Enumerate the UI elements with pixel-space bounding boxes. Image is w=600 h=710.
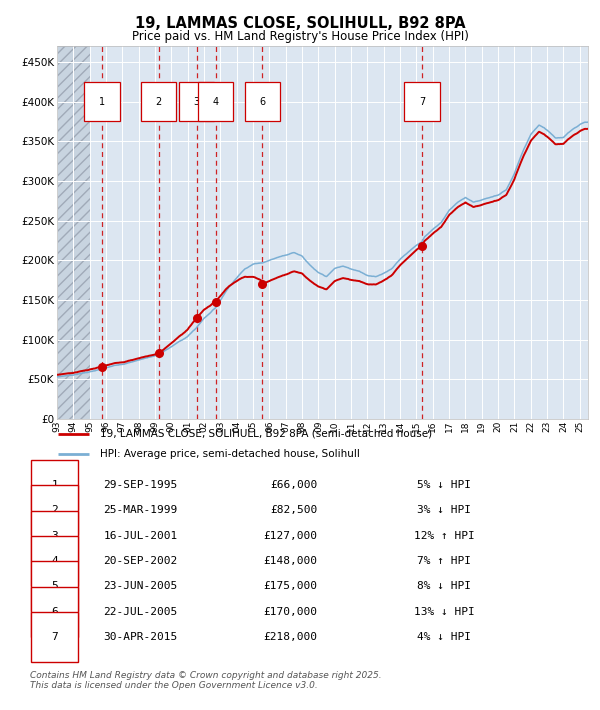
Text: 22-JUL-2005: 22-JUL-2005: [103, 606, 178, 616]
Text: £218,000: £218,000: [263, 632, 317, 642]
Text: 1: 1: [52, 480, 58, 490]
Text: 19, LAMMAS CLOSE, SOLIHULL, B92 8PA (semi-detached house): 19, LAMMAS CLOSE, SOLIHULL, B92 8PA (sem…: [100, 429, 432, 439]
Text: 3: 3: [52, 530, 58, 540]
Text: 1: 1: [99, 97, 105, 106]
Text: 6: 6: [52, 606, 58, 616]
Text: £82,500: £82,500: [270, 506, 317, 515]
Text: 23-JUN-2005: 23-JUN-2005: [103, 581, 178, 591]
Text: £66,000: £66,000: [270, 480, 317, 490]
Text: 2: 2: [52, 506, 58, 515]
Text: £170,000: £170,000: [263, 606, 317, 616]
Text: 30-APR-2015: 30-APR-2015: [103, 632, 178, 642]
Text: 25-MAR-1999: 25-MAR-1999: [103, 506, 178, 515]
Text: 7% ↑ HPI: 7% ↑ HPI: [417, 556, 471, 566]
Text: 20-SEP-2002: 20-SEP-2002: [103, 556, 178, 566]
Text: 29-SEP-1995: 29-SEP-1995: [103, 480, 178, 490]
Bar: [57, 46, 89, 419]
Text: 6: 6: [259, 97, 265, 106]
Text: 8% ↓ HPI: 8% ↓ HPI: [417, 581, 471, 591]
Text: 4: 4: [52, 556, 58, 566]
Text: Contains HM Land Registry data © Crown copyright and database right 2025.
This d: Contains HM Land Registry data © Crown c…: [30, 671, 382, 690]
Text: £127,000: £127,000: [263, 530, 317, 540]
Text: £148,000: £148,000: [263, 556, 317, 566]
Text: HPI: Average price, semi-detached house, Solihull: HPI: Average price, semi-detached house,…: [100, 449, 359, 459]
Text: 19, LAMMAS CLOSE, SOLIHULL, B92 8PA: 19, LAMMAS CLOSE, SOLIHULL, B92 8PA: [134, 16, 466, 31]
Text: Price paid vs. HM Land Registry's House Price Index (HPI): Price paid vs. HM Land Registry's House …: [131, 30, 469, 43]
Text: 2: 2: [155, 97, 162, 106]
Text: 4% ↓ HPI: 4% ↓ HPI: [417, 632, 471, 642]
Text: £175,000: £175,000: [263, 581, 317, 591]
Text: 5: 5: [52, 581, 58, 591]
Text: 12% ↑ HPI: 12% ↑ HPI: [413, 530, 475, 540]
Text: 7: 7: [419, 97, 425, 106]
Text: 16-JUL-2001: 16-JUL-2001: [103, 530, 178, 540]
Text: 5% ↓ HPI: 5% ↓ HPI: [417, 480, 471, 490]
Text: 3% ↓ HPI: 3% ↓ HPI: [417, 506, 471, 515]
Text: 7: 7: [52, 632, 58, 642]
Text: 3: 3: [193, 97, 200, 106]
Text: 13% ↓ HPI: 13% ↓ HPI: [413, 606, 475, 616]
Text: 4: 4: [213, 97, 219, 106]
